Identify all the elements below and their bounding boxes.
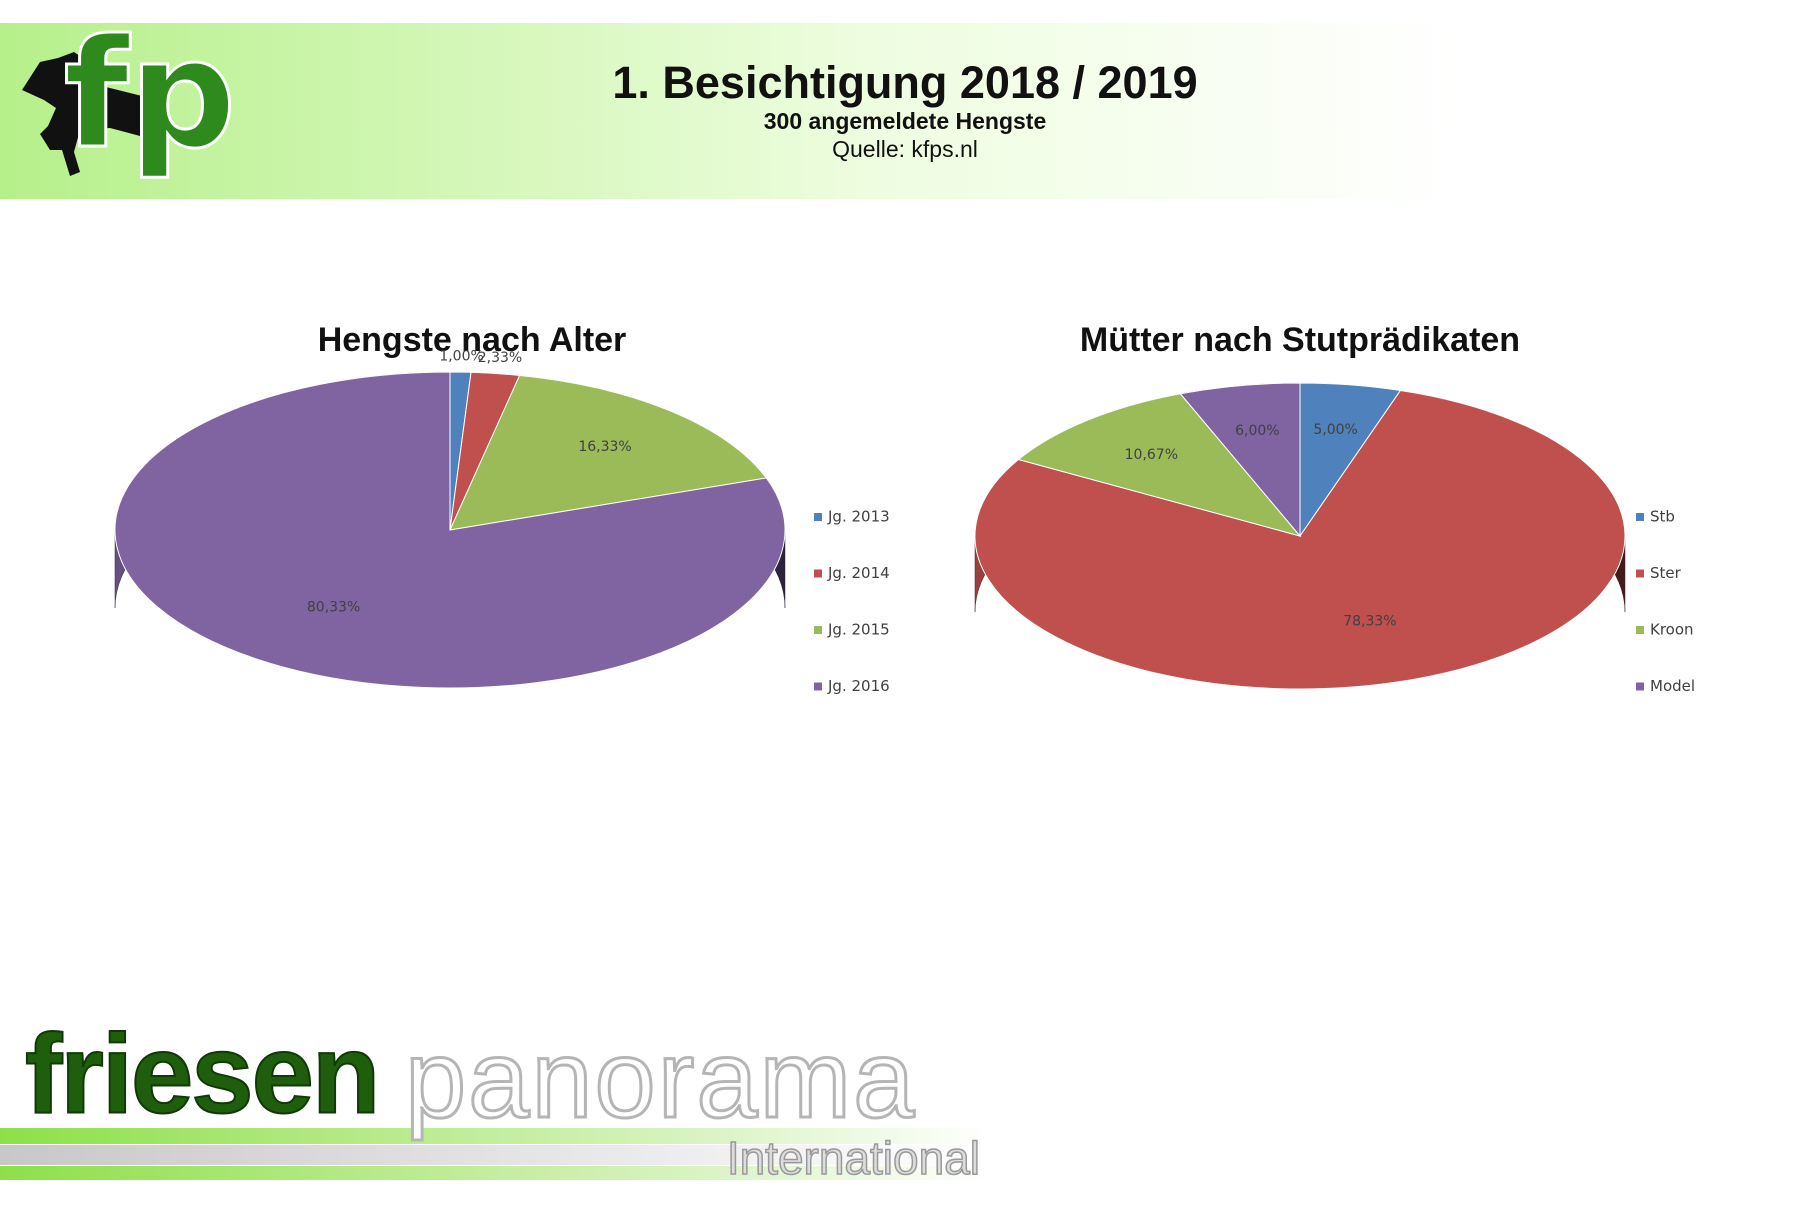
- legend-marker: [1636, 682, 1644, 691]
- data-label: 78,33%: [1343, 614, 1396, 630]
- page-subtitle: 300 angemeldete Hengste: [764, 108, 1047, 134]
- page-title: 1. Besichtigung 2018 / 2019: [612, 57, 1197, 108]
- data-label: 80,33%: [307, 599, 360, 615]
- footer-stripe: [0, 1166, 990, 1180]
- legend-label: Jg. 2013: [827, 508, 890, 526]
- fp-logo: fp: [64, 8, 237, 182]
- legend-marker: [1636, 513, 1644, 521]
- legend-label: Kroon: [1650, 621, 1694, 639]
- legend-marker: [814, 569, 822, 578]
- data-label: 5,00%: [1313, 422, 1357, 438]
- horse-logo: [22, 52, 170, 176]
- page-source: Quelle: kfps.nl: [832, 136, 978, 162]
- pie-slice: [1017, 393, 1302, 537]
- legend-marker: [1636, 569, 1644, 578]
- legend-label: Model: [1650, 677, 1695, 695]
- legend-label: Jg. 2014: [827, 564, 890, 582]
- data-label: 1,00%: [439, 348, 483, 364]
- legend-label: Ster: [1650, 564, 1682, 582]
- header-band: [0, 23, 1460, 199]
- brand-bold: friesen: [25, 1012, 378, 1137]
- data-label: 10,67%: [1125, 447, 1178, 463]
- footer-stripe: [0, 1145, 990, 1165]
- data-label: 2,33%: [478, 350, 522, 366]
- legend-marker: [814, 513, 822, 521]
- data-label: 16,33%: [578, 439, 631, 455]
- pie-slice: [1179, 382, 1301, 538]
- data-label: 6,00%: [1235, 423, 1279, 439]
- chart-title: Hengste nach Alter: [318, 321, 627, 359]
- pie-slice: [974, 389, 1626, 690]
- footer-stripe: [0, 1128, 990, 1144]
- pie-chart: Mütter nach Stutprädikaten 5,00% 78,33% 10,…: [974, 321, 1695, 695]
- chart-title: Mütter nach Stutprädikaten: [1080, 321, 1520, 359]
- legend-marker: [814, 626, 822, 634]
- legend-marker: [814, 682, 822, 691]
- pie-slice: [114, 371, 786, 689]
- legend-marker: [1636, 626, 1644, 634]
- legend-label: Jg. 2016: [827, 677, 890, 695]
- pie-slice: [449, 374, 768, 531]
- brand-light: panorama: [405, 1018, 916, 1141]
- brand-sub: International: [727, 1132, 980, 1184]
- legend-label: Jg. 2015: [827, 621, 890, 639]
- legend-label: Stb: [1650, 508, 1675, 526]
